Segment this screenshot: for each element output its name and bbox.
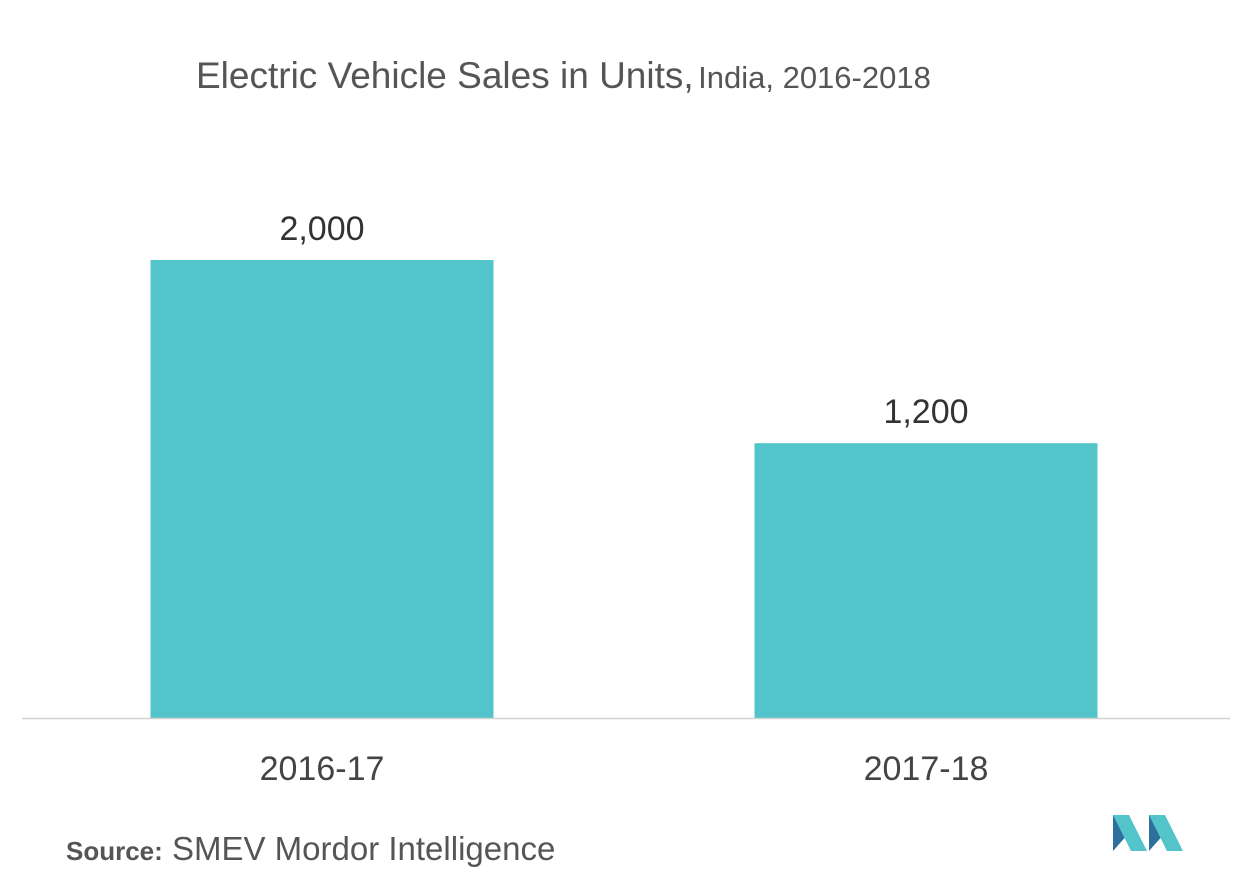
- source-note: Source: SMEV Mordor Intelligence: [66, 830, 555, 868]
- x-tick-label-2016-17: 2016-17: [260, 750, 385, 788]
- x-tick-label-2017-18: 2017-18: [864, 750, 989, 788]
- bar-2017-18: [754, 443, 1098, 718]
- bar-2016-17: [150, 260, 494, 718]
- chart-title-main: Electric Vehicle Sales in Units,: [196, 55, 694, 96]
- data-label-2016-17: 2,000: [279, 210, 364, 248]
- chart-title-sub: India, 2016-2018: [698, 60, 931, 95]
- data-label-2017-18: 1,200: [883, 393, 968, 431]
- mordor-intelligence-logo-icon: [1113, 815, 1183, 851]
- source-text: SMEV Mordor Intelligence: [171, 830, 556, 867]
- source-label: Source:: [66, 836, 163, 866]
- chart-title: Electric Vehicle Sales in Units, India, …: [196, 55, 931, 97]
